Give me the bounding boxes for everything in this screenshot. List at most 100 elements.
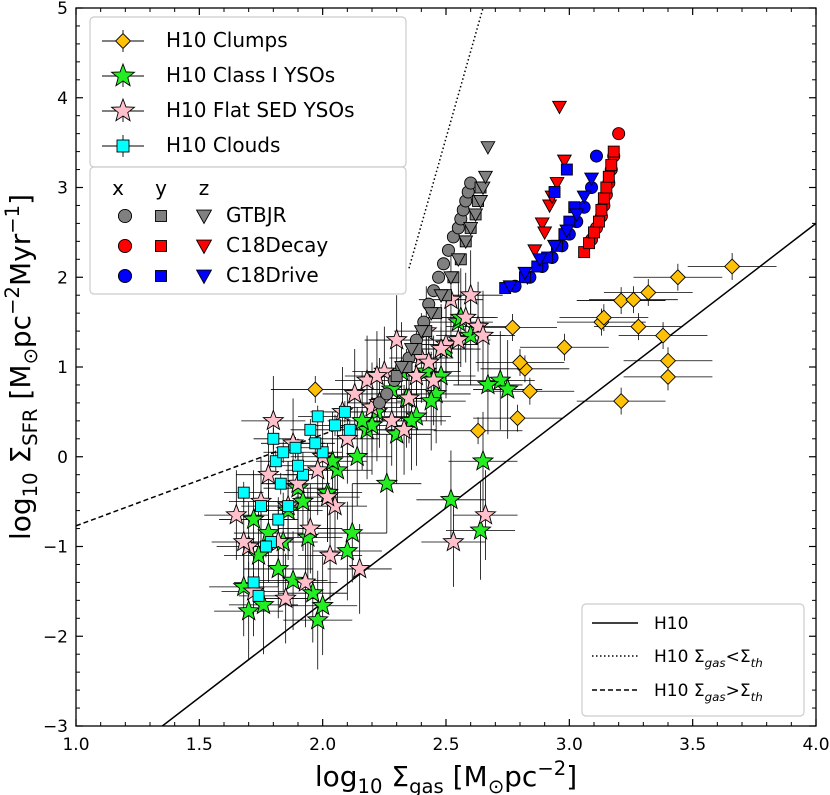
point-h10-flat-sed-ysos: [474, 503, 497, 525]
point-h10-class-i-ysos: [237, 599, 260, 621]
legend-model-square: [155, 210, 167, 222]
point-gtbjr-y: [390, 370, 403, 382]
point-h10-clumps: [659, 368, 677, 385]
legend-marker-square: [116, 139, 130, 153]
point-c18decay-x: [612, 127, 626, 141]
legend-bottom-dense: H10 Σgas<Σth: [654, 647, 763, 670]
point-h10-class-i-ysos: [242, 507, 265, 530]
point-gtbjr-x: [437, 257, 451, 271]
point-c18decay-y: [605, 159, 618, 172]
point-h10-clumps: [509, 410, 526, 427]
point-h10-clumps: [640, 284, 657, 301]
point-h10-clumps: [521, 383, 538, 400]
point-h10-flat-sed-ysos: [299, 516, 322, 539]
legend-header-y: y: [155, 176, 167, 200]
point-h10-clumps: [504, 319, 521, 336]
point-c18decay-y: [607, 145, 620, 158]
point-h10-clumps: [613, 393, 630, 410]
point-c18decay-z: [534, 217, 550, 232]
point-h10-class-i-ysos: [311, 593, 334, 616]
point-h10-flat-sed-ysos: [274, 586, 297, 609]
point-h10-clouds: [269, 455, 282, 468]
point-h10-clumps: [511, 354, 529, 371]
point-h10-flat-sed-ysos: [442, 530, 465, 552]
legend-label-flatsed: H10 Flat SED YSOs: [166, 98, 355, 122]
point-gtbjr-x: [432, 270, 446, 284]
legend-label-class1: H10 Class I YSOs: [166, 63, 335, 87]
legend-bottom: H10 H10 Σgas<Σth H10 Σgas>Σth: [581, 603, 805, 717]
point-gtbjr-z: [394, 361, 410, 375]
point-h10-flat-sed-ysos: [257, 462, 280, 485]
point-h10-class-i-ysos: [336, 539, 359, 561]
point-h10-clouds: [304, 423, 317, 436]
legend-model-square: [155, 240, 167, 252]
point-c18drive-z: [532, 253, 548, 268]
legend-model-triangle: [195, 239, 213, 255]
point-h10-clouds: [252, 589, 265, 602]
point-c18drive-z: [502, 280, 518, 294]
legend-model-circle: [117, 238, 133, 254]
point-h10-flat-sed-ysos: [459, 283, 482, 305]
point-h10-clouds: [255, 500, 267, 513]
point-h10-clouds: [289, 441, 302, 454]
legend-model-c18decay: C18Decay: [226, 233, 328, 257]
legend-header-x: x: [112, 176, 124, 200]
point-c18drive-y: [548, 186, 561, 198]
legend-model-circle: [117, 268, 133, 284]
point-h10-clouds: [272, 513, 285, 526]
point-c18decay-y: [602, 170, 615, 183]
point-h10-class-i-ysos: [471, 449, 495, 471]
point-gtbjr-z: [463, 221, 479, 236]
point-h10-flat-sed-ysos: [429, 337, 453, 359]
point-h10-flat-sed-ysos: [365, 364, 389, 386]
point-h10-clouds: [309, 437, 322, 450]
point-c18drive-x: [589, 149, 603, 163]
point-h10-clouds: [274, 477, 287, 490]
y-tick-label: 0: [57, 448, 68, 468]
point-h10-clouds: [277, 446, 290, 459]
point-h10-flat-sed-ysos: [232, 530, 255, 552]
point-gtbjr-x: [380, 387, 394, 401]
point-h10-clumps: [556, 339, 573, 356]
relation-line-dashed: [76, 424, 348, 527]
y-tick-label: 4: [57, 89, 68, 109]
point-h10-flat-sed-ysos: [380, 409, 403, 431]
legend-model-square: [155, 270, 167, 282]
point-h10-clumps: [724, 258, 741, 275]
point-h10-flat-sed-ysos: [392, 418, 416, 440]
point-gtbjr-z: [472, 195, 489, 209]
legend-model-triangle: [195, 209, 213, 225]
point-c18decay-y: [592, 215, 605, 228]
legend-marker-star: [110, 62, 136, 87]
point-h10-class-i-ysos: [306, 608, 329, 630]
point-h10-flat-sed-ysos: [348, 557, 371, 579]
point-h10-class-i-ysos: [476, 373, 500, 395]
point-c18drive-z: [583, 172, 600, 187]
legend-marker-star: [110, 97, 136, 122]
point-h10-clouds: [311, 410, 324, 423]
point-c18drive-z: [576, 190, 592, 205]
legend-model-gtbjr: GTBJR: [226, 203, 287, 227]
y-tick-label: 2: [57, 268, 68, 288]
legend-models-frame: [89, 166, 407, 295]
point-c18decay-z: [556, 154, 572, 169]
x-tick-label: 1.0: [62, 735, 89, 755]
point-gtbjr-z: [468, 208, 484, 223]
point-gtbjr-z: [423, 307, 439, 321]
point-gtbjr-z: [433, 289, 449, 303]
point-h10-class-i-ysos: [301, 581, 325, 603]
point-h10-flat-sed-ysos: [316, 485, 339, 507]
point-h10-clumps: [630, 318, 647, 335]
y-tick-label: −1: [43, 538, 68, 558]
point-h10-clumps: [625, 291, 642, 308]
y-tick-label: 1: [57, 358, 68, 378]
point-c18decay-y: [600, 181, 613, 194]
point-gtbjr-z: [450, 253, 466, 268]
point-h10-flat-sed-ysos: [417, 350, 440, 373]
point-h10-clumps: [654, 327, 672, 344]
y-tick-label: 3: [57, 179, 68, 199]
point-h10-flat-sed-ysos: [294, 570, 317, 592]
point-h10-flat-sed-ysos: [422, 368, 445, 391]
legend-top: H10 Clumps H10 Class I YSOs H10 Flat SED…: [89, 16, 407, 295]
point-gtbjr-z: [443, 271, 459, 285]
